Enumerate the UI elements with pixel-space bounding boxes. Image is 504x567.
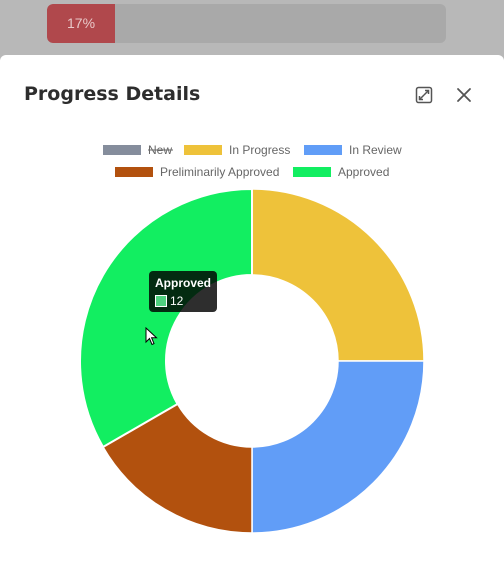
tooltip-row: 12 (155, 294, 211, 308)
legend-label: Preliminarily Approved (160, 165, 279, 179)
slice-in-progress[interactable] (251, 188, 425, 362)
chart-tooltip: Approved 12 (149, 271, 218, 312)
legend-label: In Review (349, 143, 402, 157)
legend-item-approved[interactable]: Approved (293, 165, 389, 179)
modal-title: Progress Details (24, 83, 201, 105)
slice-in-review[interactable] (251, 360, 425, 534)
legend-swatch (293, 167, 331, 177)
legend-label: Approved (338, 165, 389, 179)
legend-swatch (115, 167, 153, 177)
progress-bar-fill (47, 4, 115, 43)
expand-icon[interactable] (414, 85, 434, 105)
tooltip-title: Approved (155, 276, 212, 290)
legend-swatch (304, 145, 342, 155)
legend-label: In Progress (229, 143, 290, 157)
legend-item-new[interactable]: New (103, 143, 173, 157)
slice-preliminarily-approved[interactable] (102, 402, 253, 534)
mouse-cursor-icon (145, 326, 159, 351)
tooltip-swatch (155, 295, 167, 307)
progress-label: 17% (67, 15, 96, 31)
legend-item-preliminarily-approved[interactable]: Preliminarily Approved (115, 165, 279, 179)
legend-item-in-progress[interactable]: In Progress (184, 143, 290, 157)
close-icon[interactable] (454, 85, 474, 105)
tooltip-value: 12 (170, 294, 184, 308)
legend-swatch (103, 145, 141, 155)
legend-item-in-review[interactable]: In Review (304, 143, 402, 157)
legend-swatch (184, 145, 222, 155)
progress-bar[interactable]: 17% (47, 4, 446, 43)
slice-approved[interactable] (79, 187, 253, 449)
